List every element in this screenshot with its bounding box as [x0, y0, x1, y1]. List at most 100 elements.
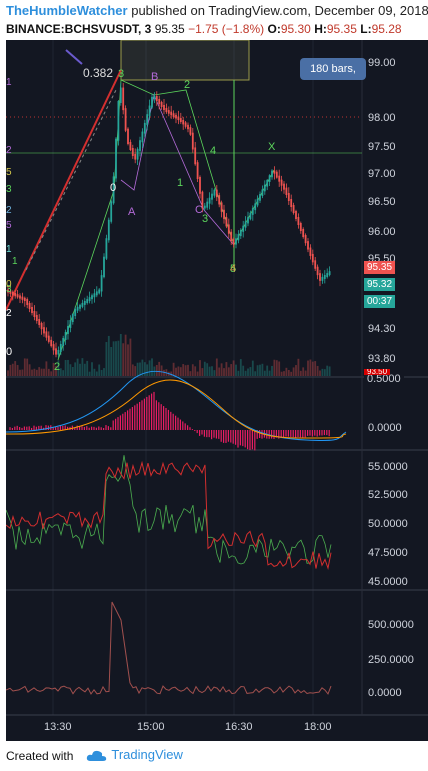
candle-body: [146, 114, 149, 125]
volume-bar: [160, 365, 163, 376]
candle-body: [266, 179, 269, 187]
volume-bar: [199, 360, 201, 376]
candle-body: [323, 275, 326, 279]
candle-body: [38, 319, 41, 325]
candlestick-series[interactable]: [7, 82, 331, 358]
fib-zone[interactable]: [120, 40, 250, 81]
volume-bar: [299, 370, 302, 376]
price-change: −1.75 (−1.8%): [188, 22, 265, 36]
candle-body: [170, 111, 173, 116]
price-tick: 98.00: [368, 112, 396, 124]
high-value: 95.35: [326, 22, 357, 36]
candle-body: [278, 175, 281, 182]
candle-body: [163, 105, 165, 110]
indicator-line-green: [6, 455, 332, 565]
macd-tick: 0.0000: [368, 422, 402, 434]
volume-bar: [45, 361, 48, 376]
candle-body: [153, 96, 156, 99]
volume-indicator-line: [6, 601, 332, 695]
candle-body: [194, 147, 197, 165]
candle-body: [119, 87, 122, 103]
candle-body: [256, 198, 259, 206]
volume-bar: [249, 367, 252, 376]
candle-body: [290, 199, 293, 207]
candle-body: [271, 170, 273, 178]
price-tick: 93.80: [368, 353, 396, 365]
time-tick: 16:30: [225, 721, 253, 733]
low-label: L:: [360, 22, 372, 36]
volume-pane[interactable]: [6, 601, 332, 695]
candle-body: [141, 131, 144, 143]
left-label: 5: [6, 167, 12, 178]
wave-label: 4: [230, 263, 236, 275]
candle-body: [292, 205, 295, 213]
candle-body: [251, 208, 254, 215]
volume-bar: [43, 368, 45, 376]
chart-canvas[interactable]: 3 B 2 0 1 A 4 C 3 X 5 4 2 0 0.382 1 5 2 …: [6, 40, 428, 741]
candle-body: [268, 175, 271, 182]
volume-bar: [292, 367, 295, 376]
volume-bar: [309, 359, 312, 376]
tradingview-logo-link[interactable]: TradingView: [86, 747, 183, 763]
trend-line[interactable]: [6, 69, 122, 311]
wave-label: B: [151, 71, 158, 83]
bars-count-button[interactable]: 180 bars,: [300, 58, 366, 80]
last-price-badge: 95.35: [364, 261, 396, 274]
candle-body: [201, 191, 204, 209]
footer: Created with TradingView: [0, 741, 428, 771]
candle-body: [326, 273, 329, 277]
candle-body: [223, 209, 225, 220]
volume-bar: [52, 362, 55, 376]
open-label: O:: [267, 22, 281, 36]
candle-body: [299, 223, 302, 231]
candle-body: [235, 238, 237, 245]
volume-bar: [136, 362, 139, 376]
candle-body: [110, 201, 113, 222]
candle-body: [11, 291, 14, 295]
volume-bar: [67, 359, 69, 376]
wave-label: 4: [210, 145, 216, 157]
volume-bar: [194, 366, 197, 376]
candle-body: [196, 162, 199, 179]
high-label: H:: [314, 22, 327, 36]
candle-body: [158, 99, 161, 104]
volume-bar: [297, 358, 300, 376]
candle-body: [139, 140, 141, 151]
volume-bar: [40, 368, 43, 376]
candle-body: [83, 301, 86, 305]
candle-body: [311, 253, 314, 263]
volume-bar: [242, 365, 245, 376]
author-link[interactable]: TheHumbleWatcher: [6, 3, 128, 18]
candle-body: [50, 339, 53, 347]
candle-body: [122, 87, 125, 111]
chart-area[interactable]: 3 B 2 0 1 A 4 C 3 X 5 4 2 0 0.382 1 5 2 …: [6, 40, 428, 741]
volume-bar: [103, 368, 105, 376]
volume-bar: [208, 366, 211, 376]
rsi-pane[interactable]: [6, 455, 332, 571]
candle-body: [64, 332, 67, 340]
candle-body: [254, 203, 257, 211]
volume-bar: [33, 368, 36, 376]
volume-bar: [79, 363, 81, 376]
volume-bar: [86, 360, 89, 376]
volume-bar: [220, 363, 223, 376]
price-tick: 99.00: [368, 57, 396, 69]
volume-bar: [232, 360, 235, 376]
volume-bar: [304, 370, 307, 376]
volume-bar: [326, 365, 329, 376]
volume-bar: [211, 366, 213, 376]
volume-bar: [117, 340, 120, 376]
volume-bar: [215, 358, 218, 376]
volume-bar: [129, 338, 132, 376]
macd-pane[interactable]: [6, 370, 347, 451]
volume-bar: [9, 364, 12, 376]
volume-bar: [271, 365, 273, 376]
candle-body: [230, 231, 233, 242]
symbol-name[interactable]: BINANCE:BCHSVUSDT, 3: [6, 22, 152, 36]
volume-bar: [112, 341, 115, 376]
candle-body: [143, 122, 146, 134]
candle-body: [105, 238, 108, 259]
volume-bar: [189, 371, 192, 376]
candle-body: [244, 221, 247, 228]
candle-body: [7, 289, 9, 293]
